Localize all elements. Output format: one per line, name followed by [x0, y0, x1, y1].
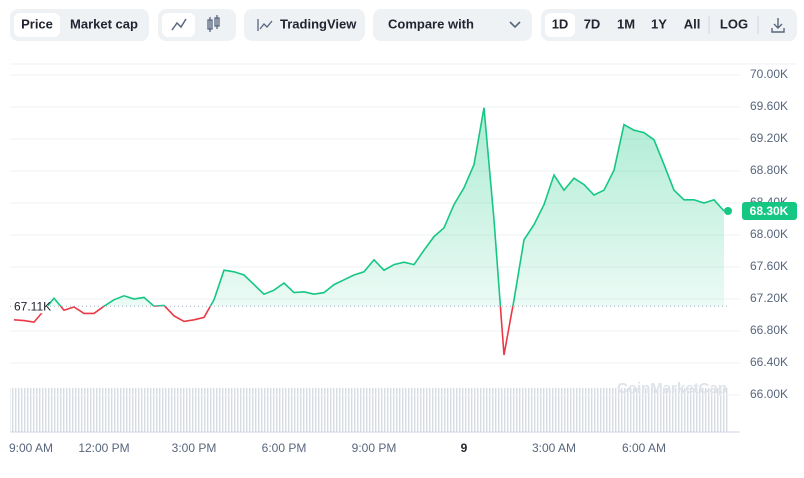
price-line-up — [46, 107, 725, 307]
range-tab[interactable]: 1M — [617, 16, 635, 31]
last-price-badge — [742, 202, 797, 220]
y-tick-label: 66.00K — [750, 387, 788, 401]
range-tab[interactable]: 1D — [552, 16, 569, 31]
x-tick-label: 3:00 AM — [532, 441, 576, 455]
tab-bg — [14, 13, 60, 37]
tradingview-button[interactable] — [244, 9, 365, 41]
last-price-label: 68.30K — [750, 204, 789, 218]
line-icon — [171, 18, 187, 31]
y-tick-label: 68.00K — [750, 227, 788, 241]
range-group — [541, 9, 797, 41]
market-cap-tab[interactable]: Market cap — [70, 16, 138, 31]
candle-style-button[interactable] — [207, 15, 220, 32]
tradingview-label: TradingView — [280, 16, 357, 31]
watermark: CoinMarketCap — [617, 380, 727, 397]
price-area — [14, 107, 724, 307]
x-tick-label: 6:00 AM — [622, 441, 666, 455]
toolbar: Price Market cap TradingView Compare wit… — [10, 9, 797, 41]
y-tick-label: 70.00K — [750, 67, 788, 81]
compare-label: Compare with — [388, 16, 474, 31]
x-tick-label: 12:00 PM — [78, 441, 129, 455]
price-tab[interactable]: Price — [21, 16, 53, 31]
x-tick-label: 3:00 PM — [172, 441, 217, 455]
range-tab[interactable]: All — [684, 16, 701, 31]
y-tick-label: 67.60K — [750, 259, 788, 273]
range-tab[interactable]: 1Y — [651, 16, 667, 31]
tab-bg — [545, 13, 575, 37]
y-tick-label: 69.20K — [750, 131, 788, 145]
log-toggle[interactable]: LOG — [720, 16, 748, 31]
plot: 66.00K66.40K66.80K67.20K67.60K68.00K68.4… — [9, 67, 797, 455]
last-point — [724, 207, 732, 215]
y-tick-label: 68.80K — [750, 163, 788, 177]
compare-dropdown[interactable] — [373, 9, 532, 41]
reference-label: 67.11K — [14, 299, 51, 313]
tv-icon — [259, 20, 273, 30]
x-tick-label: 6:00 PM — [262, 441, 307, 455]
chevron — [509, 21, 521, 29]
y-tick-label: 67.20K — [750, 291, 788, 305]
y-tick-label: 66.80K — [750, 323, 788, 337]
x-tick-label: 9 — [461, 441, 468, 455]
x-tick-label: 9:00 PM — [352, 441, 397, 455]
y-tick-label: 66.40K — [750, 355, 788, 369]
reference-label-bg — [12, 299, 48, 314]
y-tick-label: 69.60K — [750, 99, 788, 113]
x-tick-label: 9:00 AM — [9, 441, 53, 455]
download-button[interactable] — [771, 18, 785, 33]
range-tab[interactable]: 7D — [584, 16, 601, 31]
